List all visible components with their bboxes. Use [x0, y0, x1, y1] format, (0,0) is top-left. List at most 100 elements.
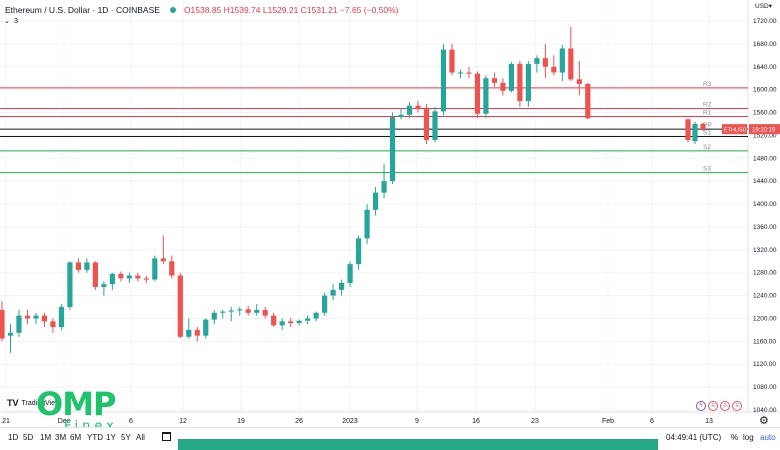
candle[interactable]	[177, 275, 183, 337]
timeframe-button-3m[interactable]: 3M	[55, 433, 67, 442]
candle[interactable]	[449, 49, 455, 73]
candle[interactable]	[398, 114, 404, 118]
candle[interactable]	[322, 295, 328, 313]
timeframe-button-all[interactable]: All	[136, 433, 145, 442]
candle[interactable]	[33, 315, 39, 319]
candle[interactable]	[474, 73, 481, 114]
candle[interactable]	[585, 83, 591, 119]
candle[interactable]	[381, 181, 387, 193]
candle[interactable]	[7, 332, 14, 336]
candle[interactable]	[126, 275, 132, 279]
candle[interactable]	[372, 192, 379, 210]
price-axis[interactable]	[748, 0, 780, 427]
candle[interactable]	[0, 309, 5, 339]
candle[interactable]	[432, 111, 438, 140]
candle[interactable]	[685, 119, 691, 140]
candle[interactable]	[101, 284, 107, 288]
candle[interactable]	[279, 321, 285, 326]
candle[interactable]	[92, 262, 98, 288]
candle[interactable]	[84, 262, 90, 270]
percent-toggle[interactable]: %	[731, 433, 739, 442]
timeframe-button-6m[interactable]: 6M	[70, 433, 82, 442]
tradingview-logo[interactable]: TV TradingView	[7, 398, 60, 408]
candle[interactable]	[211, 312, 217, 320]
candle[interactable]	[440, 49, 447, 112]
candle[interactable]	[186, 329, 192, 337]
candle[interactable]	[500, 82, 506, 91]
timeframe-button-ytd[interactable]: YTD	[87, 433, 103, 442]
candle[interactable]	[237, 309, 243, 311]
candle[interactable]	[568, 48, 574, 80]
candle[interactable]	[491, 78, 498, 83]
candle[interactable]	[228, 310, 234, 312]
flag-icon[interactable]: ≡	[720, 401, 730, 411]
chevron-down-icon[interactable]: ⌄	[4, 17, 10, 25]
candle[interactable]	[220, 311, 226, 313]
candle[interactable]	[50, 321, 56, 328]
candle[interactable]	[245, 309, 251, 313]
candle[interactable]	[24, 315, 31, 319]
gear-icon[interactable]: ⚙	[759, 415, 769, 427]
currency-label[interactable]: USD▾	[755, 3, 772, 10]
indicators-toggle[interactable]: ⌄ 3	[4, 16, 18, 25]
candle[interactable]	[347, 264, 353, 284]
flag-icon[interactable]: ≡	[708, 401, 718, 411]
candle[interactable]	[254, 309, 260, 313]
candle[interactable]	[508, 63, 514, 91]
timeframe-button-1m[interactable]: 1M	[40, 433, 52, 442]
candle[interactable]	[700, 123, 706, 130]
candle[interactable]	[542, 58, 548, 67]
candle[interactable]	[262, 309, 268, 316]
candle[interactable]	[16, 315, 22, 333]
timeframe-button-5d[interactable]: 5D	[23, 433, 34, 442]
candle[interactable]	[525, 63, 531, 102]
candle[interactable]	[135, 275, 141, 279]
candle[interactable]	[389, 117, 396, 182]
candle[interactable]	[457, 72, 464, 74]
timeframe-button-1y[interactable]: 1Y	[106, 433, 116, 442]
timeframe-button-5y[interactable]: 5Y	[121, 433, 131, 442]
candle[interactable]	[296, 320, 302, 324]
candle[interactable]	[152, 258, 158, 280]
candle[interactable]	[466, 72, 472, 74]
candle[interactable]	[406, 105, 413, 115]
candle[interactable]	[692, 123, 698, 142]
candle[interactable]	[169, 261, 175, 276]
candle[interactable]	[271, 315, 277, 326]
candle[interactable]	[288, 321, 294, 324]
candle[interactable]	[576, 79, 582, 84]
candle[interactable]	[355, 238, 362, 265]
timeframe-button-1d[interactable]: 1D	[8, 433, 19, 442]
candle[interactable]	[75, 262, 82, 270]
candle[interactable]	[41, 315, 48, 322]
candle[interactable]	[559, 48, 565, 73]
candle[interactable]	[517, 63, 523, 102]
candle[interactable]	[305, 318, 311, 321]
symbol-title[interactable]: Ethereum / U.S. Dollar · 1D · COINBASE	[5, 5, 160, 15]
candle[interactable]	[551, 66, 557, 73]
candle[interactable]	[364, 209, 370, 239]
candle[interactable]	[423, 109, 430, 140]
auto-toggle[interactable]: auto	[760, 433, 776, 442]
candle[interactable]	[143, 278, 149, 280]
candle[interactable]	[109, 273, 115, 285]
flag-icon[interactable]: ≡	[732, 401, 742, 411]
candle[interactable]	[203, 319, 209, 336]
lightning-icon[interactable]: ϟ	[696, 401, 706, 411]
log-toggle[interactable]: log	[743, 433, 754, 442]
candle[interactable]	[67, 262, 73, 308]
candle[interactable]	[194, 329, 200, 336]
candle[interactable]	[330, 289, 336, 296]
candle[interactable]	[58, 307, 65, 328]
candle[interactable]	[483, 78, 489, 114]
candle[interactable]	[313, 312, 319, 319]
calendar-icon[interactable]	[162, 432, 171, 441]
candle[interactable]	[534, 58, 540, 64]
candle[interactable]	[118, 273, 124, 279]
candle[interactable]	[339, 283, 345, 290]
clock[interactable]: 04:49:41 (UTC)	[666, 433, 722, 442]
candle[interactable]	[415, 105, 421, 110]
candle[interactable]	[160, 258, 166, 262]
